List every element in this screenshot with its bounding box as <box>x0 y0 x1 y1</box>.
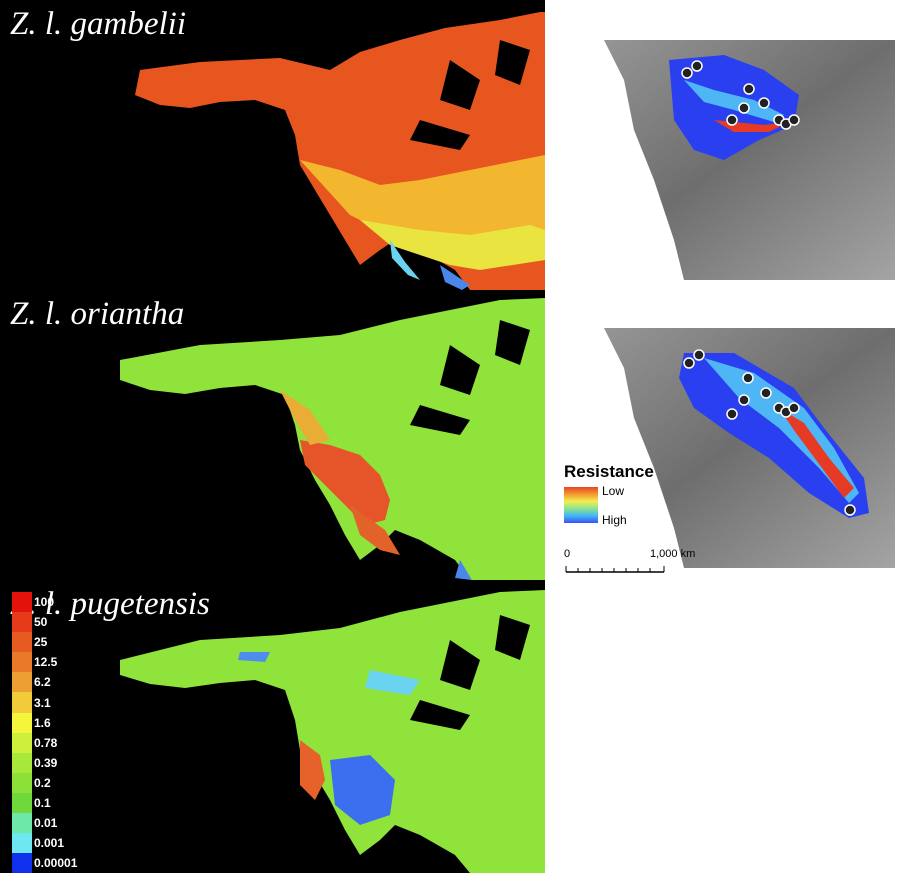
scale-legend-row: 3.1 <box>12 692 82 713</box>
scale-legend-row: 0.00001 <box>12 853 82 873</box>
habitat-scale-legend: 100 50 25 12.5 6.2 3.1 1.6 0.78 0.39 0.2 0.1 0.01 0.… <box>12 592 82 873</box>
scale-legend-row: 0.01 <box>12 813 82 834</box>
map-panel-oriantha: Z. l. oriantha <box>0 290 545 580</box>
map-pugetensis-graphic <box>120 590 545 873</box>
scale-legend-label: 100 <box>34 595 55 610</box>
scale-legend-row: 0.1 <box>12 792 82 814</box>
scale-legend-label: 0.1 <box>34 795 51 810</box>
scale-legend-swatch <box>12 612 32 633</box>
scale-legend-label: 0.00001 <box>34 856 78 871</box>
inset-map-2-graphic <box>564 328 895 568</box>
panel-title-oriantha: Z. l. oriantha <box>10 296 185 332</box>
resistance-gradient-bar <box>564 487 598 523</box>
scale-legend-label: 25 <box>34 635 48 650</box>
scale-legend-swatch <box>12 672 32 693</box>
scale-legend-label: 6.2 <box>34 675 51 690</box>
scale-legend-label: 0.2 <box>34 775 51 790</box>
resistance-legend-title: Resistance <box>564 462 654 481</box>
scale-legend-swatch <box>12 652 32 673</box>
scale-legend-row: 0.39 <box>12 752 82 773</box>
scale-legend-swatch <box>12 833 32 854</box>
scale-legend-row: 0.78 <box>12 732 82 753</box>
scale-legend-row: 0.001 <box>12 833 82 854</box>
scale-legend-label: 12.5 <box>34 655 58 670</box>
scale-legend-row: 12.5 <box>12 652 82 673</box>
panel-title-gambelii: Z. l. gambelii <box>10 6 187 42</box>
scale-legend-row: 0.2 <box>12 772 82 793</box>
scale-legend-label: 50 <box>34 615 48 630</box>
scale-legend-row: 25 <box>12 632 82 653</box>
scale-legend-label: 1.6 <box>34 715 51 730</box>
scale-legend-swatch <box>12 752 32 773</box>
scale-legend-swatch <box>12 792 32 814</box>
scale-bar-graphic <box>565 566 665 573</box>
resistance-legend: Resistance Low High <box>564 462 684 527</box>
scale-legend-row: 50 <box>12 612 82 633</box>
inset-map-resistance-2 <box>564 328 895 568</box>
scale-legend-swatch <box>12 732 32 753</box>
scale-legend-row: 6.2 <box>12 672 82 693</box>
scale-legend-swatch <box>12 712 32 733</box>
scale-bar-end-label: 1,000 km <box>650 548 696 560</box>
sample-sites-2 <box>683 349 856 516</box>
scale-legend-label: 0.01 <box>34 816 58 831</box>
scale-legend-swatch <box>12 853 32 873</box>
map-oriantha-graphic <box>120 298 545 580</box>
resistance-low-label: Low <box>602 484 625 498</box>
map-panel-pugetensis: Z. l. pugetensis <box>0 580 545 873</box>
scale-legend-swatch <box>12 692 32 713</box>
sample-sites <box>681 60 800 130</box>
scale-legend-swatch <box>12 632 32 653</box>
resistance-high-label: High <box>602 513 627 527</box>
scale-legend-label: 0.78 <box>34 735 58 750</box>
panel-title-pugetensis: Z. l. pugetensis <box>10 586 210 622</box>
scale-legend-swatch <box>12 813 32 834</box>
scale-legend-row: 1.6 <box>12 712 82 733</box>
inset-map-1-graphic <box>564 40 895 280</box>
scale-legend-label: 0.39 <box>34 755 58 770</box>
scale-bar: 0 1,000 km <box>564 548 695 578</box>
scale-legend-label: 0.001 <box>34 836 65 851</box>
scale-legend-label: 3.1 <box>34 695 51 710</box>
inset-map-resistance-1 <box>564 40 895 280</box>
scale-legend-swatch <box>12 592 32 613</box>
scale-legend-row: 100 <box>12 592 82 613</box>
scale-legend-swatch <box>12 772 32 793</box>
map-panel-gambelii: Z. l. gambelii <box>0 0 545 290</box>
map-gambelii-graphic <box>135 12 545 290</box>
scale-bar-start-label: 0 <box>564 548 571 560</box>
